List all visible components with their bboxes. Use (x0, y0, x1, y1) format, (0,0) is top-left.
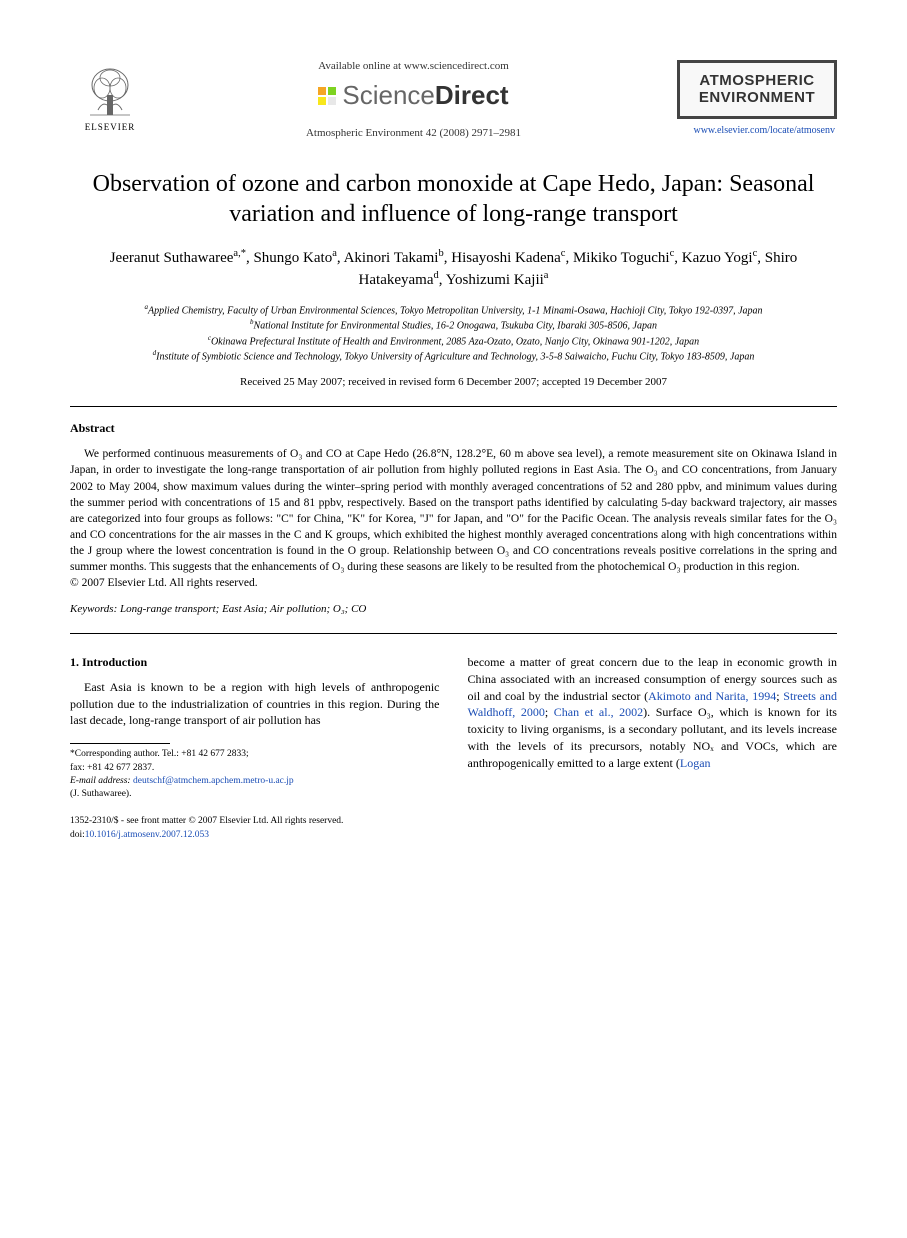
divider-top (70, 406, 837, 407)
journal-box-wrapper: ATMOSPHERIC ENVIRONMENT www.elsevier.com… (677, 60, 837, 136)
article-dates: Received 25 May 2007; received in revise… (70, 376, 837, 388)
affiliation-d: dInstitute of Symbiotic Science and Tech… (70, 349, 837, 364)
sciencedirect-direct: Direct (435, 80, 509, 110)
intro-para-right: become a matter of great concern due to … (468, 654, 838, 772)
footnote-tel: *Corresponding author. Tel.: +81 42 677 … (70, 748, 440, 761)
footnote-email-label: E-mail address: (70, 776, 131, 786)
authors-list: Jeeranut Suthawareea,*, Shungo Katoa, Ak… (70, 247, 837, 291)
sciencedirect-science: Science (342, 80, 435, 110)
abstract-text: We performed continuous measurements of … (70, 446, 837, 575)
header-row: ELSEVIER Available online at www.science… (70, 60, 837, 139)
footer-doi: doi:10.1016/j.atmosenv.2007.12.053 (70, 829, 837, 842)
journal-name-line1: ATMOSPHERIC (686, 73, 828, 90)
sciencedirect-icon (318, 87, 336, 105)
footnote-email: E-mail address: deutschf@atmchem.apchem.… (70, 775, 440, 788)
footnote-email-name: (J. Suthawaree). (70, 788, 440, 801)
elsevier-logo: ELSEVIER (70, 60, 150, 132)
keywords-text: Long-range transport; East Asia; Air pol… (120, 603, 366, 615)
affiliation-b: bNational Institute for Environmental St… (70, 318, 837, 333)
ref-chan[interactable]: Chan et al., 2002 (554, 705, 643, 719)
ref-logan[interactable]: Logan (680, 756, 711, 770)
abstract-copyright: © 2007 Elsevier Ltd. All rights reserved… (70, 577, 837, 589)
center-header: Available online at www.sciencedirect.co… (150, 60, 677, 139)
column-left: 1. Introduction East Asia is known to be… (70, 654, 440, 801)
footer-copyright: 1352-2310/$ - see front matter © 2007 El… (70, 815, 837, 828)
journal-cover-box: ATMOSPHERIC ENVIRONMENT (677, 60, 837, 119)
keywords: Keywords: Long-range transport; East Asi… (70, 603, 837, 615)
sciencedirect-logo: ScienceDirect (150, 80, 677, 111)
journal-citation: Atmospheric Environment 42 (2008) 2971–2… (150, 127, 677, 139)
footnote-separator (70, 743, 170, 744)
ref-akimoto[interactable]: Akimoto and Narita, 1994 (648, 689, 776, 703)
keywords-label: Keywords: (70, 603, 117, 615)
column-right: become a matter of great concern due to … (468, 654, 838, 801)
intro-heading: 1. Introduction (70, 654, 440, 671)
affiliations: aApplied Chemistry, Faculty of Urban Env… (70, 303, 837, 364)
footnote-fax: fax: +81 42 677 2837. (70, 762, 440, 775)
available-online-text: Available online at www.sciencedirect.co… (150, 60, 677, 72)
doi-link[interactable]: 10.1016/j.atmosenv.2007.12.053 (85, 830, 209, 840)
article-title: Observation of ozone and carbon monoxide… (70, 169, 837, 229)
divider-bottom (70, 633, 837, 634)
footnote-block: *Corresponding author. Tel.: +81 42 677 … (70, 748, 440, 801)
abstract-heading: Abstract (70, 421, 837, 436)
two-column-body: 1. Introduction East Asia is known to be… (70, 654, 837, 801)
journal-url-link[interactable]: www.elsevier.com/locate/atmosenv (677, 125, 835, 136)
affiliation-a: aApplied Chemistry, Faculty of Urban Env… (70, 303, 837, 318)
intro-para-left: East Asia is known to be a region with h… (70, 679, 440, 729)
footnote-email-link[interactable]: deutschf@atmchem.apchem.metro-u.ac.jp (133, 776, 294, 786)
affiliation-c: cOkinawa Prefectural Institute of Health… (70, 334, 837, 349)
elsevier-tree-icon (80, 60, 140, 120)
footer: 1352-2310/$ - see front matter © 2007 El… (70, 815, 837, 842)
elsevier-label: ELSEVIER (85, 122, 136, 132)
journal-name-line2: ENVIRONMENT (686, 90, 828, 107)
